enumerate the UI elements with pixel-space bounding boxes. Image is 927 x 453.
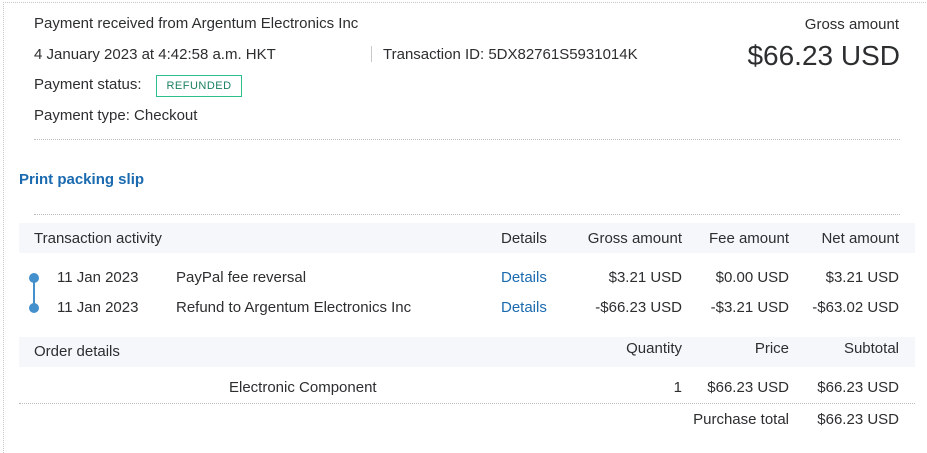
divider — [19, 403, 915, 404]
print-packing-slip-link[interactable]: Print packing slip — [19, 171, 145, 188]
gross-amount-value: $66.23 USD — [747, 40, 900, 71]
payment-title: Payment received from Argentum Electroni… — [34, 15, 359, 32]
col-quantity: Quantity — [626, 340, 682, 357]
divider — [371, 46, 372, 62]
divider — [34, 214, 900, 215]
row-fee: -$3.21 USD — [710, 299, 789, 316]
item-name: Electronic Component — [229, 379, 377, 396]
col-fee: Fee amount — [708, 230, 789, 247]
timeline-dot — [29, 273, 39, 283]
details-link[interactable]: Details — [501, 269, 547, 286]
row-date: 11 Jan 2023 — [57, 269, 139, 286]
gross-amount-label: Gross amount — [804, 16, 899, 33]
col-price: Price — [754, 340, 789, 357]
timeline-line — [33, 278, 35, 308]
col-subtotal: Subtotal — [843, 340, 899, 357]
purchase-total-label: Purchase total — [693, 411, 789, 428]
row-description: Refund to Argentum Electronics Inc — [176, 299, 412, 316]
payment-type: Payment type: Checkout — [34, 107, 198, 124]
col-gross: Gross amount — [587, 230, 682, 247]
row-net: -$63.02 USD — [812, 299, 899, 316]
col-net: Net amount — [821, 230, 899, 247]
row-gross: -$66.23 USD — [595, 299, 682, 316]
timeline-dot — [29, 303, 39, 313]
col-order-details: Order details — [34, 343, 120, 360]
row-description: PayPal fee reversal — [176, 269, 307, 286]
status-badge: REFUNDED — [156, 75, 242, 97]
row-net: $3.21 USD — [825, 269, 899, 286]
item-subtotal: $66.23 USD — [817, 379, 899, 396]
page-frame — [3, 2, 927, 453]
row-gross: $3.21 USD — [608, 269, 682, 286]
order-header — [19, 337, 915, 367]
col-transaction-activity: Transaction activity — [34, 230, 162, 247]
payment-status-label: Payment status: — [34, 76, 142, 93]
item-price: $66.23 USD — [707, 379, 789, 396]
item-quantity: 1 — [673, 379, 682, 396]
details-link[interactable]: Details — [501, 299, 547, 316]
activity-header — [19, 223, 915, 253]
row-date: 11 Jan 2023 — [57, 299, 139, 316]
row-fee: $0.00 USD — [715, 269, 789, 286]
purchase-total-value: $66.23 USD — [817, 411, 899, 428]
divider — [34, 139, 900, 140]
payment-datetime: 4 January 2023 at 4:42:58 a.m. HKT — [34, 46, 276, 63]
transaction-id: Transaction ID: 5DX82761S5931014K — [383, 46, 638, 63]
col-details: Details — [501, 230, 547, 247]
